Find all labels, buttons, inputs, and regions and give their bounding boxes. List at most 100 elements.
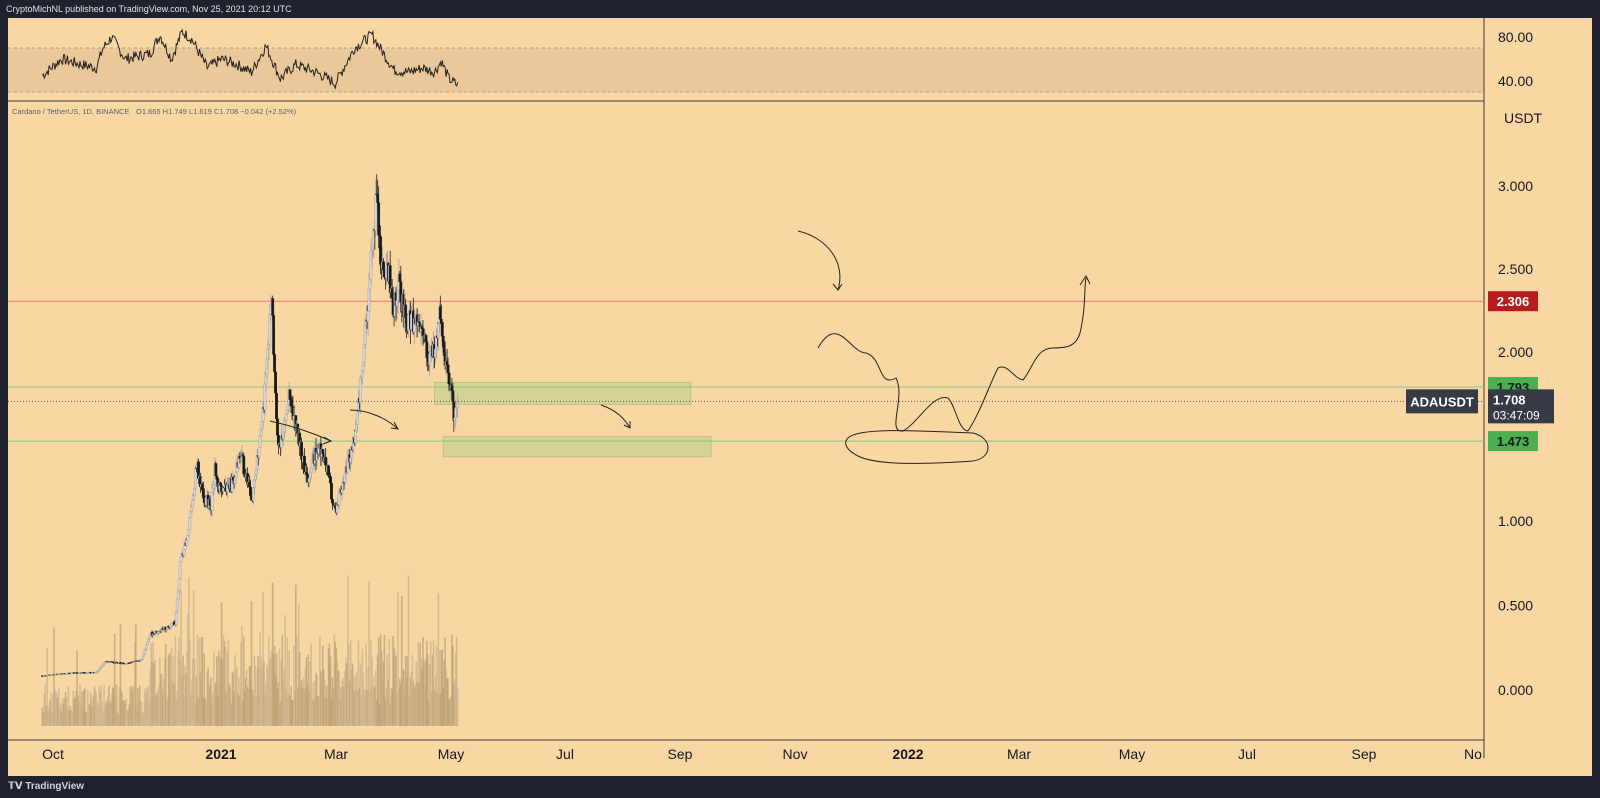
volume-bar bbox=[163, 678, 165, 726]
volume-bar bbox=[250, 600, 253, 726]
volume-bar bbox=[277, 682, 280, 726]
volume-bar bbox=[134, 642, 136, 726]
volume-bar bbox=[200, 637, 203, 726]
volume-bar bbox=[171, 681, 174, 726]
volume-bar bbox=[321, 677, 323, 726]
volume-bar bbox=[47, 710, 49, 726]
chart-svg[interactable]: 80.00 40.00 Cardano / TetherUS, 1D, BINAN… bbox=[8, 18, 1592, 776]
candle-body bbox=[337, 492, 341, 506]
volume-bar bbox=[141, 712, 144, 726]
candle-body bbox=[257, 446, 261, 458]
volume-bar bbox=[372, 686, 374, 726]
volume-bar bbox=[211, 703, 213, 726]
volume-bar bbox=[111, 687, 114, 726]
arrow-note-1-head bbox=[322, 436, 333, 445]
candle-body bbox=[188, 517, 192, 530]
volume-bar bbox=[145, 687, 148, 726]
volume-bar bbox=[366, 689, 368, 726]
volume-bar bbox=[377, 637, 380, 726]
volume-bar bbox=[350, 669, 353, 726]
volume-bar bbox=[102, 712, 104, 726]
arrow-note-2-head bbox=[390, 421, 399, 430]
volume-bar bbox=[375, 699, 378, 726]
volume-bar bbox=[52, 694, 54, 726]
volume-bar bbox=[325, 685, 328, 726]
volume-bar bbox=[365, 644, 367, 726]
volume-bar bbox=[455, 637, 458, 726]
volume-bar bbox=[265, 682, 267, 726]
volume-bar bbox=[49, 699, 51, 726]
volume-bar bbox=[249, 666, 252, 726]
volume-bar bbox=[251, 689, 254, 726]
volume-bar bbox=[392, 635, 394, 726]
volume-bar bbox=[137, 699, 140, 726]
volume-bar bbox=[84, 713, 87, 726]
volume-bar bbox=[81, 691, 83, 726]
volume-bar bbox=[238, 677, 240, 726]
volume-bar bbox=[92, 694, 95, 726]
volume-bar bbox=[71, 710, 74, 726]
volume-bar bbox=[280, 659, 283, 726]
volume-bar bbox=[384, 699, 387, 726]
volume-bar bbox=[329, 656, 332, 726]
volume-bar bbox=[122, 700, 125, 726]
volume-bar bbox=[418, 682, 420, 726]
projected-path-head bbox=[1079, 275, 1091, 286]
volume-bar bbox=[135, 624, 137, 726]
volume-bar bbox=[438, 650, 441, 726]
volume-bar bbox=[330, 698, 333, 726]
ohlc-readout: O1.665 H1.749 L1.619 C1.708 −0.042 (+2.5… bbox=[136, 107, 297, 116]
volume-bar bbox=[129, 687, 131, 726]
volume-bar bbox=[65, 696, 68, 726]
volume-bar bbox=[389, 703, 392, 726]
volume-bar bbox=[386, 654, 389, 726]
volume-bar bbox=[88, 704, 91, 726]
volume-bar bbox=[433, 689, 436, 726]
volume-bar bbox=[48, 706, 50, 726]
volume-bar bbox=[342, 677, 344, 726]
level-tag-bg-0 bbox=[1488, 291, 1538, 312]
volume-bar bbox=[328, 643, 331, 726]
volume-bar bbox=[351, 663, 354, 726]
last-price-tag-bg bbox=[1488, 389, 1554, 424]
volume-bar bbox=[345, 657, 347, 726]
volume-bar bbox=[97, 706, 100, 726]
price-axis[interactable]: 3.000 2.500 2.000 1.000 0.500 0.000 bbox=[1498, 178, 1533, 698]
volume-bar bbox=[232, 671, 234, 726]
arrow-note-2 bbox=[349, 409, 399, 430]
volume-bar bbox=[42, 713, 45, 726]
volume-bar bbox=[121, 694, 124, 726]
candle-body bbox=[101, 664, 105, 667]
volume-bar bbox=[160, 674, 162, 726]
volume-bar bbox=[246, 686, 249, 726]
volume-bar bbox=[69, 705, 72, 726]
volume-bar bbox=[219, 657, 222, 726]
volume-bar bbox=[285, 689, 287, 726]
volume-bar bbox=[184, 665, 186, 726]
time-tick-0: Oct bbox=[42, 746, 64, 762]
volume-bar bbox=[456, 687, 459, 726]
volume-bar bbox=[339, 700, 341, 726]
tradingview-logo[interactable]: 𝗧𝗩 TradingView bbox=[8, 781, 84, 792]
volume-bar bbox=[442, 687, 445, 726]
volume-bar bbox=[116, 710, 119, 726]
volume-bar bbox=[138, 685, 141, 726]
volume-bar bbox=[235, 670, 237, 726]
volume-bar bbox=[276, 688, 279, 726]
volume-bar bbox=[385, 687, 388, 726]
volume-bar bbox=[72, 690, 75, 726]
volume-bar bbox=[272, 654, 275, 726]
volume-bar bbox=[414, 685, 417, 726]
volume-bar bbox=[155, 695, 157, 726]
volume-bar bbox=[309, 661, 312, 726]
volume-bar bbox=[252, 695, 255, 726]
volume-bar bbox=[412, 680, 415, 726]
time-axis[interactable]: Oct 2021 Mar May Jul Sep Nov 2022 Mar May Jul Sep No bbox=[42, 746, 1482, 762]
volume-bar bbox=[43, 693, 46, 726]
volume-bar bbox=[320, 670, 322, 726]
volume-bar bbox=[168, 653, 171, 726]
volume-bar bbox=[374, 670, 377, 726]
volume-bar bbox=[255, 697, 258, 726]
rsi-line bbox=[41, 28, 459, 90]
volume-bar bbox=[275, 653, 278, 726]
